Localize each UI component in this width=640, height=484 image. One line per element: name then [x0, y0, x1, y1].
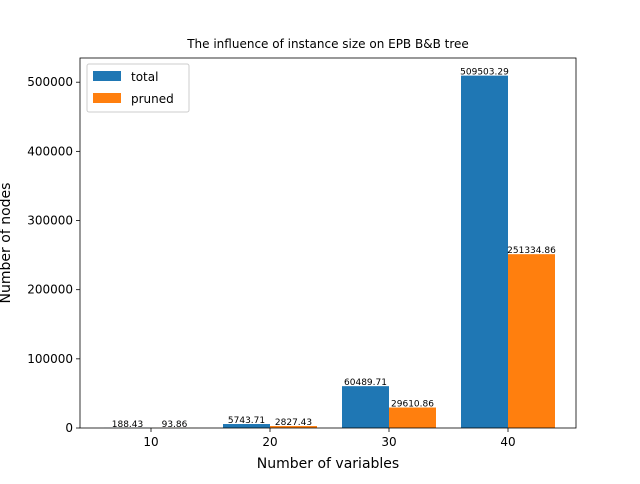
y-tick-label-200000: 200000 [27, 283, 73, 297]
data-label-total-30: 60489.71 [344, 378, 387, 388]
legend: total pruned [87, 64, 189, 112]
x-tick-label-20: 20 [262, 435, 277, 449]
legend-swatch-pruned [93, 93, 121, 103]
bar-total-40 [461, 76, 508, 428]
data-label-pruned-40: 251334.86 [507, 246, 556, 256]
y-tick-label-300000: 300000 [27, 214, 73, 228]
legend-label-pruned: pruned [131, 92, 174, 106]
y-axis-label: Number of nodes [0, 183, 14, 304]
y-tick-label-100000: 100000 [27, 352, 73, 366]
chart-title: The influence of instance size on EPB B&… [186, 37, 469, 51]
data-label-pruned-20: 2827.43 [275, 418, 312, 428]
data-label-total-20: 5743.71 [228, 416, 265, 426]
y-tick-label-0: 0 [65, 421, 73, 435]
data-label-total-40: 509503.29 [460, 68, 509, 78]
bar-pruned-40 [508, 254, 555, 428]
x-axis-label: Number of variables [257, 456, 399, 472]
x-tick-label-40: 40 [500, 435, 515, 449]
data-label-pruned-30: 29610.86 [391, 400, 434, 410]
bar-pruned-30 [389, 408, 436, 428]
x-tick-label-30: 30 [381, 435, 396, 449]
bar-total-30 [342, 386, 389, 428]
legend-swatch-total [93, 71, 121, 81]
legend-label-total: total [131, 70, 158, 84]
data-label-pruned-10: 93.86 [162, 420, 188, 430]
y-tick-label-500000: 500000 [27, 75, 73, 89]
y-tick-label-400000: 400000 [27, 144, 73, 158]
x-tick-label-10: 10 [143, 435, 158, 449]
